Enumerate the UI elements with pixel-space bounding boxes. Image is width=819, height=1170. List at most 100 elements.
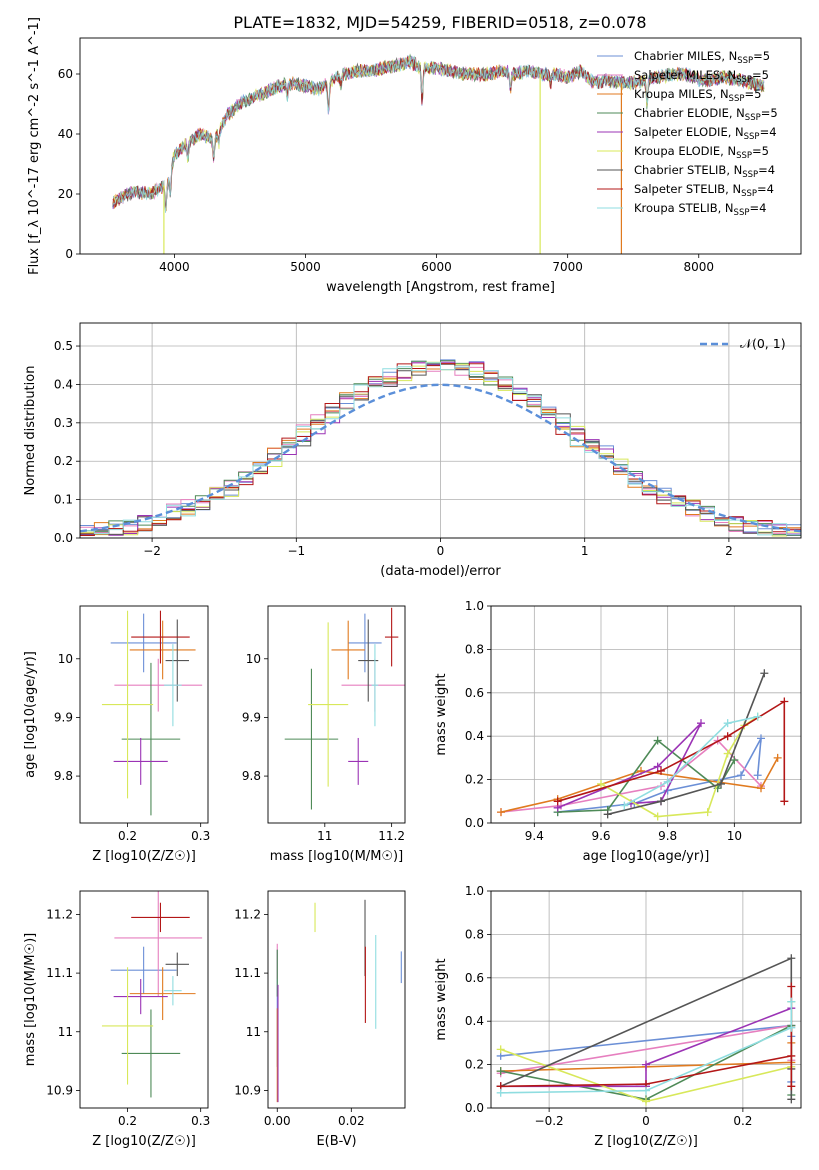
x-tick-label: 0.2: [118, 829, 137, 843]
y-tick-label: 60: [58, 67, 73, 81]
legend-label: Chabrier MILES, NSSP=5: [634, 49, 770, 66]
x-tick-label: 0.3: [191, 1114, 210, 1128]
x-tick-label: 4000: [159, 260, 190, 274]
y-tick-label: 10.9: [234, 1083, 261, 1097]
x-tick-label: 8000: [683, 260, 714, 274]
x-tick-label: 0.3: [191, 829, 210, 843]
y-axis-label: Normed distribution: [23, 366, 38, 496]
x-tick-label: 2: [725, 544, 733, 558]
legend-label: Kroupa ELODIE, NSSP=5: [634, 144, 769, 161]
y-tick-label: 0.1: [54, 493, 73, 507]
y-axis-label: mass weight: [434, 673, 449, 755]
plot-area: [497, 669, 789, 821]
y-axis-label: mass [log10(M/M☉)]: [23, 933, 38, 1066]
y-tick-label: 11: [246, 1025, 261, 1039]
series-marker: [657, 766, 665, 775]
legend-label: Kroupa STELIB, NSSP=4: [634, 201, 766, 218]
plot-area: [496, 954, 796, 1106]
x-tick-label: 9.4: [525, 829, 544, 843]
figure-title: PLATE=1832, MJD=54259, FIBERID=0518, z=0…: [233, 13, 646, 32]
series-marker: [773, 753, 782, 762]
y-tick-label: 9.8: [54, 769, 73, 783]
y-tick-label: 0.0: [465, 816, 484, 830]
y-tick-label: 1.0: [465, 884, 484, 898]
series-marker: [737, 771, 745, 780]
x-tick-label: 0: [437, 544, 445, 558]
y-tick-label: 1.0: [465, 599, 484, 613]
series-marker: [496, 1088, 505, 1097]
x-tick-label: 9.6: [591, 829, 610, 843]
x-axis-label: (data-model)/error: [380, 564, 501, 579]
x-tick-label: 11.2: [378, 829, 405, 843]
y-tick-label: 10: [246, 652, 261, 666]
y-tick-label: 0.2: [465, 773, 484, 787]
series-marker: [757, 734, 765, 743]
y-tick-label: 0.5: [54, 339, 73, 353]
legend-label: 𝒩(0, 1): [740, 336, 786, 351]
y-tick-label: 0.4: [465, 1014, 484, 1028]
plot-area: [112, 53, 765, 254]
y-axis-label: age [log10(age/yr)]: [23, 651, 38, 778]
x-tick-label: 0: [642, 1114, 650, 1128]
y-tick-label: 20: [58, 187, 73, 201]
series-marker: [653, 736, 662, 745]
x-tick-label: 1: [581, 544, 589, 558]
x-axis-label: age [log10(age/yr)]: [583, 849, 710, 864]
y-tick-label: 0.6: [465, 971, 484, 985]
panel-residual_histogram: −2 −1 0 1 2 0.0 0.1 0.2 0.3 0.4 0.5 (data-model)/er…: [23, 322, 802, 579]
series-line: [623, 715, 758, 807]
series-marker: [653, 812, 662, 821]
series-marker: [753, 771, 762, 780]
series-marker: [553, 797, 562, 806]
x-axis-label: wavelength [Angstrom, rest frame]: [326, 280, 555, 295]
series-marker: [787, 997, 796, 1006]
y-axis-label: mass weight: [434, 958, 449, 1040]
y-tick-label: 0.0: [465, 1101, 484, 1115]
series-marker: [642, 1060, 650, 1069]
plot-area: [276, 899, 402, 1103]
series-marker: [760, 669, 769, 678]
y-tick-label: 11.2: [234, 907, 261, 921]
series-marker: [620, 801, 629, 810]
panel-age_vs_Z: 0.2 0.3 9.8 9.9 10 Z [log10(Z/Z☉)] age [log10(…: [23, 605, 210, 864]
series-marker: [497, 808, 505, 817]
y-tick-label: 0.6: [465, 686, 484, 700]
x-tick-label: 0.02: [338, 1114, 365, 1128]
y-tick-label: 0.4: [465, 729, 484, 743]
y-axis-label: Flux [f_λ 10^-17 erg cm^-2 s^-1 A^-1]: [27, 17, 42, 275]
series-marker: [787, 982, 796, 991]
y-tick-label: 0.2: [465, 1058, 484, 1072]
series-line: [500, 1001, 793, 1094]
plot-area: [101, 891, 203, 1098]
y-tick-label: 11.2: [46, 907, 73, 921]
series-marker: [723, 732, 732, 741]
series-marker: [717, 779, 725, 788]
y-tick-label: 0.4: [54, 377, 73, 391]
series-marker: [787, 1051, 796, 1060]
series-marker: [757, 784, 765, 793]
series-marker: [597, 779, 605, 788]
y-tick-label: 11.1: [234, 966, 261, 980]
y-tick-label: 9.9: [54, 710, 73, 724]
legend-label: Chabrier STELIB, NSSP=4: [634, 163, 775, 180]
y-tick-label: 11: [58, 1025, 73, 1039]
y-tick-label: 0.8: [465, 642, 484, 656]
series-marker: [496, 1045, 505, 1054]
series-marker: [787, 1023, 796, 1032]
panel-age_vs_mass: 11 11.2 9.8 9.9 10 mass [log10(M/M☉)]: [242, 605, 406, 864]
axes-frame: [79, 37, 802, 255]
x-tick-label: 9.8: [658, 829, 677, 843]
series-marker: [697, 719, 705, 728]
y-tick-label: 40: [58, 127, 73, 141]
series-marker: [730, 756, 739, 765]
x-tick-label: −2: [143, 544, 161, 558]
legend-label: Salpeter MILES, NSSP=5: [634, 68, 769, 85]
x-tick-label: 10: [727, 829, 742, 843]
series-marker: [703, 808, 712, 817]
x-axis-label: Z [log10(Z/Z☉)]: [594, 1134, 698, 1149]
series-marker: [723, 719, 732, 728]
y-tick-label: 9.9: [242, 710, 261, 724]
panel-mass_vs_Z: 0.2 0.3 10.9 11 11.1 11.2 Z [log10(Z/Z☉)] mass …: [23, 890, 210, 1149]
axes-frame: [490, 605, 802, 824]
series-marker: [663, 777, 672, 786]
